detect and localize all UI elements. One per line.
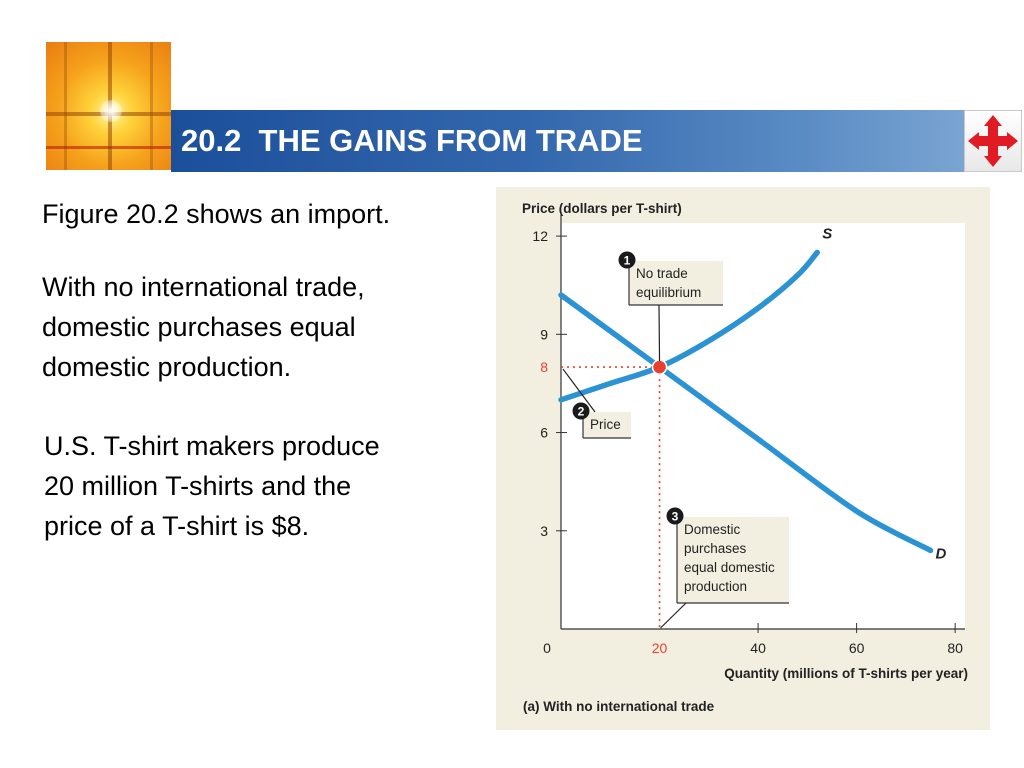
- chart-svg: Price (dollars per T-shirt) Quantity (mil…: [496, 187, 990, 730]
- callout-leader-1: [658, 304, 661, 362]
- paragraph-1-line: Figure 20.2 shows an import.: [42, 199, 391, 229]
- x-tick-label: 40: [750, 640, 766, 656]
- paragraph-3-line: U.S. T-shirt makers produce: [44, 431, 380, 461]
- callout-text-1: equilibrium: [636, 285, 701, 300]
- callout-number-badge: [572, 402, 590, 420]
- nav-arrow-up: [984, 115, 1002, 126]
- callout-text-3: production: [684, 579, 747, 594]
- slide-title: 20.2 THE GAINS FROM TRADE: [171, 110, 964, 172]
- callout-text-3: equal domestic: [684, 560, 775, 575]
- nav-arrow-horizontal-bar: [977, 136, 1009, 146]
- paragraph-3-line: price of a T-shirt is $8.: [44, 511, 310, 541]
- x-tick-label: 0: [543, 640, 551, 656]
- y-axis-title: Price (dollars per T-shirt): [522, 201, 682, 216]
- chart-caption: (a) With no international trade: [523, 699, 715, 714]
- callout-number-badge: [666, 507, 684, 525]
- nav-arrow-right: [1007, 132, 1018, 150]
- x-tick-label: 60: [849, 640, 865, 656]
- callout-number-1: 1: [624, 254, 631, 268]
- callout-number-3: 3: [672, 510, 679, 524]
- paragraph-2: With no international trade, domestic pu…: [42, 267, 365, 387]
- curve-s: [558, 249, 820, 403]
- four-way-arrows-icon: [968, 115, 1018, 167]
- y-tick-label: 3: [540, 523, 548, 539]
- curve-d: [558, 292, 934, 554]
- callout-box-1: [629, 261, 723, 305]
- callout-number-2: 2: [578, 405, 585, 419]
- paragraph-1: Figure 20.2 shows an import.: [42, 194, 390, 234]
- y-tick-label: 8: [540, 359, 548, 375]
- callout-text-3: purchases: [684, 541, 747, 556]
- callout-text-1: No trade: [636, 266, 688, 281]
- callout-leader-3: [660, 602, 687, 629]
- callout-text-2: Price: [590, 417, 621, 432]
- y-tick-label: 6: [540, 425, 548, 441]
- paragraph-3-line: 20 million T-shirts and the: [44, 471, 352, 501]
- supply-demand-chart: Price (dollars per T-shirt) Quantity (mil…: [496, 187, 990, 730]
- paragraph-2-line: domestic production.: [42, 352, 292, 382]
- y-tick-label: 12: [532, 228, 548, 244]
- y-tick-label: 9: [540, 326, 548, 342]
- callout-number-badge: [618, 251, 636, 269]
- cross-logo: [46, 42, 171, 170]
- callout-box-3: [677, 517, 789, 603]
- paragraph-2-line: domestic purchases equal: [42, 312, 356, 342]
- curve-label-d: D: [936, 545, 947, 562]
- x-tick-label: 20: [652, 640, 668, 656]
- curve-label-s: S: [822, 225, 832, 242]
- nav-button[interactable]: [964, 110, 1022, 172]
- paragraph-3: U.S. T-shirt makers produce 20 million T…: [44, 426, 380, 546]
- callout-leader-2: [562, 368, 596, 413]
- paragraph-2-line: With no international trade,: [42, 272, 365, 302]
- equilibrium-point: [651, 359, 668, 375]
- nav-arrow-down: [984, 156, 1002, 167]
- x-axis-title: Quantity (millions of T-shirts per year): [724, 666, 968, 681]
- x-tick-label: 80: [947, 640, 963, 656]
- nav-arrow-left: [968, 132, 979, 150]
- callout-text-3: Domestic: [684, 522, 741, 537]
- callout-box-2: [583, 412, 631, 438]
